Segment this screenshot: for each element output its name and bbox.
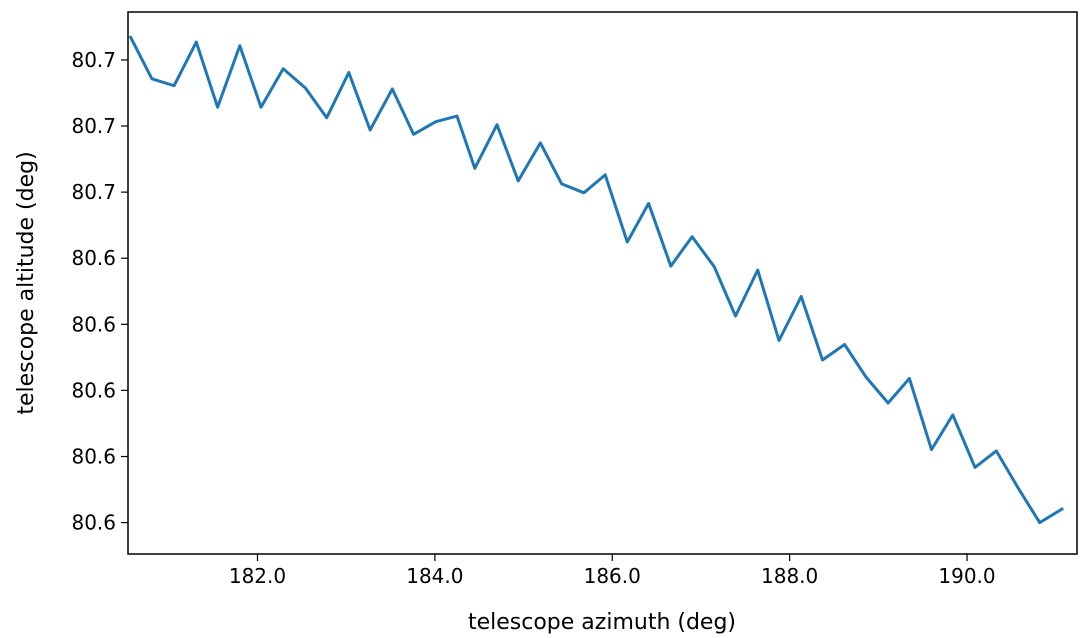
data-point	[757, 270, 758, 271]
plot-area-frame	[127, 11, 1078, 555]
data-point	[909, 378, 910, 379]
data-point	[348, 72, 349, 73]
data-point	[540, 142, 541, 143]
data-point	[931, 449, 932, 450]
data-point	[1018, 488, 1019, 489]
data-point	[370, 129, 371, 130]
y-axis-ticks: 80.6 80.6 80.6 80.6 80.6 80.7 80.7 80.7	[71, 48, 128, 535]
x-tick-label: 186.0	[584, 564, 641, 588]
series-line	[128, 35, 1064, 525]
data-point	[1061, 509, 1062, 510]
data-point	[305, 88, 306, 89]
data-point	[648, 203, 649, 204]
data-point	[844, 344, 845, 345]
x-tick-label: 184.0	[406, 564, 463, 588]
data-point	[561, 183, 562, 184]
x-tick-label: 190.0	[938, 564, 995, 588]
series-layer	[128, 35, 1064, 525]
data-point	[670, 266, 671, 267]
data-point	[496, 124, 497, 125]
data-point	[778, 340, 779, 341]
y-tick-label: 80.7	[71, 180, 116, 204]
data-point	[822, 360, 823, 361]
data-point	[801, 296, 802, 297]
data-point	[996, 450, 997, 451]
data-point	[952, 414, 953, 415]
y-tick-label: 80.6	[71, 511, 116, 535]
data-point	[888, 402, 889, 403]
data-point	[217, 107, 218, 108]
data-point	[457, 116, 458, 117]
y-tick-label: 80.6	[71, 312, 116, 336]
x-tick-label: 182.0	[229, 564, 286, 588]
data-point	[735, 316, 736, 317]
data-point	[435, 121, 436, 122]
data-point	[474, 168, 475, 169]
y-tick-label: 80.6	[71, 378, 116, 402]
data-point	[975, 467, 976, 468]
data-point	[413, 134, 414, 135]
data-point	[714, 266, 715, 267]
data-point	[174, 85, 175, 86]
data-point	[261, 107, 262, 108]
x-tick-label: 188.0	[761, 564, 818, 588]
data-point	[627, 242, 628, 243]
data-point	[583, 192, 584, 193]
y-tick-label: 80.7	[71, 48, 116, 72]
x-axis-label: telescope azimuth (deg)	[468, 610, 736, 635]
data-point	[130, 37, 131, 38]
data-point	[326, 117, 327, 118]
data-point	[518, 180, 519, 181]
x-axis-ticks: 182.0 184.0 186.0 188.0 190.0	[229, 554, 996, 588]
y-tick-label: 80.7	[71, 114, 116, 138]
data-point	[692, 236, 693, 237]
data-point	[1039, 522, 1040, 523]
y-tick-label: 80.6	[71, 246, 116, 270]
y-tick-label: 80.6	[71, 445, 116, 469]
data-point	[239, 45, 240, 46]
data-point	[196, 42, 197, 43]
data-point	[865, 376, 866, 377]
data-point	[392, 89, 393, 90]
y-axis-label: telescope altitude (deg)	[14, 151, 39, 414]
data-point	[283, 68, 284, 69]
data-point	[605, 174, 606, 175]
data-point	[151, 78, 152, 79]
